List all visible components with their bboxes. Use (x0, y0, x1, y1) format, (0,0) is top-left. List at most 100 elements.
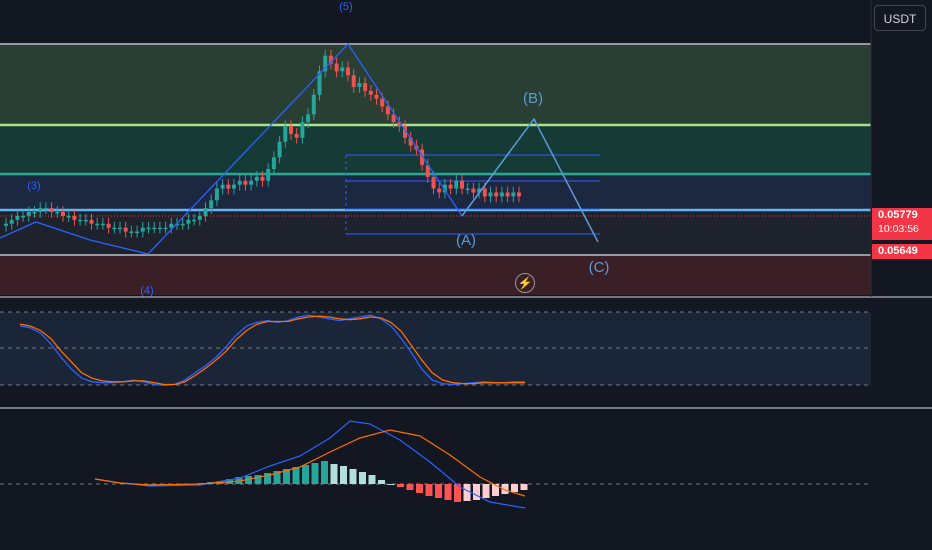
macd-bar (463, 484, 471, 501)
candle-body (15, 215, 20, 220)
candle-body (203, 208, 208, 216)
fib-retracement[interactable] (345, 154, 600, 235)
candle-body (431, 176, 436, 189)
candle-body (192, 219, 197, 222)
currency-button[interactable]: USDT (874, 5, 926, 31)
candles-group[interactable] (4, 49, 521, 238)
candle-body (442, 184, 447, 193)
lightning-icon[interactable]: ⚡ (515, 273, 535, 293)
candle-body (89, 219, 94, 224)
candle-body (363, 83, 368, 91)
macd-bar (330, 464, 338, 484)
macd-bar (397, 484, 404, 487)
candle-body (38, 208, 43, 213)
candle-body (391, 114, 396, 123)
wave-label-4[interactable]: (4) (140, 285, 153, 297)
candle-body (374, 94, 379, 99)
candle-body (357, 83, 362, 87)
candle-body (346, 67, 350, 76)
candle-body (61, 212, 65, 216)
macd-bar (349, 469, 357, 484)
candle-body (78, 219, 83, 222)
wave-label-b[interactable]: (B) (523, 90, 543, 107)
signal-line (94, 429, 526, 497)
candle-body (425, 165, 430, 177)
elliott-wave-line[interactable] (0, 42, 463, 255)
candle-body (243, 180, 248, 185)
macd-bar (492, 484, 499, 496)
candle-body (408, 137, 413, 146)
candle-body (482, 188, 487, 197)
abc-projection-line[interactable] (461, 117, 599, 243)
candle-body (249, 180, 254, 185)
candle-body (118, 227, 122, 230)
candle-body (180, 223, 185, 226)
current-price-tag: 0.05779 10:03:56 (872, 208, 932, 240)
wave-label-c[interactable]: (C) (589, 259, 610, 276)
candle-body (237, 180, 242, 185)
candle-body (21, 215, 26, 218)
candle-body (106, 223, 111, 228)
candle-body (351, 75, 356, 87)
wave-label-3[interactable]: (3) (27, 180, 40, 192)
macd-bar (359, 472, 366, 484)
macd-bar (378, 480, 385, 484)
candle-body (300, 122, 305, 138)
wave-label-5[interactable]: (5) (339, 1, 352, 13)
macd-histogram[interactable] (150, 461, 528, 502)
macd-bar (520, 484, 528, 490)
candle-body (32, 212, 37, 214)
macd-bar (264, 473, 271, 484)
candle-body (209, 200, 214, 209)
candle-body (317, 71, 322, 95)
candle-body (306, 114, 311, 123)
candle-body (95, 223, 100, 226)
candle-body (9, 219, 14, 224)
candle-body (289, 126, 293, 134)
macd-bar (454, 484, 461, 502)
candle-body (146, 227, 151, 230)
candle-body (197, 215, 202, 220)
candle-body (4, 223, 8, 226)
macd-bar (321, 461, 328, 484)
candle-body (328, 55, 333, 64)
stochastic-lines[interactable] (19, 314, 525, 387)
macd-bar (340, 466, 347, 484)
candle-body (517, 192, 521, 197)
zone-grey-band (0, 210, 871, 255)
macd-bar (368, 475, 376, 484)
macd-bar (482, 484, 490, 498)
macd-bar (273, 471, 281, 484)
macd-bar (311, 463, 319, 484)
candle-body (163, 227, 168, 230)
zone-red-band (0, 255, 871, 295)
macd-lines[interactable] (94, 420, 526, 509)
candle-body (26, 212, 31, 216)
macd-line (94, 420, 526, 509)
low-price-tag: 0.05649 (872, 244, 932, 259)
candle-body (511, 192, 516, 197)
candle-body (420, 149, 425, 166)
macd-bar (387, 484, 395, 485)
candle-body (465, 188, 470, 191)
wave-label-a[interactable]: (A) (456, 232, 476, 249)
candle-body (385, 106, 390, 115)
candle-body (226, 184, 231, 189)
macd-bar (302, 465, 309, 484)
candle-body (471, 188, 476, 193)
candle-body (157, 227, 162, 230)
candle-body (100, 223, 105, 226)
candle-body (380, 98, 385, 107)
candle-body (283, 126, 288, 142)
candle-body (340, 67, 345, 72)
candle-body (140, 227, 145, 232)
candle-body (55, 212, 60, 214)
macd-bar (254, 475, 262, 484)
candle-body (152, 227, 157, 230)
macd-bar (425, 484, 433, 496)
candle-body (505, 192, 510, 197)
candle-body (368, 90, 373, 95)
candle-body (494, 192, 499, 197)
candle-body (323, 55, 328, 72)
